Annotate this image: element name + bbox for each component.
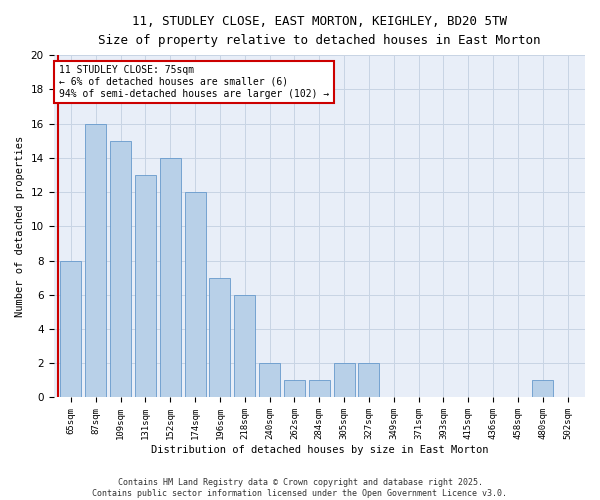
Bar [185, 192, 206, 398]
Text: Contains HM Land Registry data © Crown copyright and database right 2025.
Contai: Contains HM Land Registry data © Crown c… [92, 478, 508, 498]
Bar [334, 363, 355, 398]
Bar [259, 363, 280, 398]
Bar [85, 124, 106, 398]
Title: 11, STUDLEY CLOSE, EAST MORTON, KEIGHLEY, BD20 5TW
Size of property relative to : 11, STUDLEY CLOSE, EAST MORTON, KEIGHLEY… [98, 15, 541, 47]
Bar [358, 363, 379, 398]
Bar [61, 260, 82, 398]
Bar [160, 158, 181, 398]
Bar [532, 380, 553, 398]
Y-axis label: Number of detached properties: Number of detached properties [15, 136, 25, 317]
Bar [234, 295, 256, 398]
Bar [135, 175, 156, 398]
Bar [309, 380, 330, 398]
Text: 11 STUDLEY CLOSE: 75sqm
← 6% of detached houses are smaller (6)
94% of semi-deta: 11 STUDLEY CLOSE: 75sqm ← 6% of detached… [59, 66, 329, 98]
X-axis label: Distribution of detached houses by size in East Morton: Distribution of detached houses by size … [151, 445, 488, 455]
Bar [284, 380, 305, 398]
Bar [209, 278, 230, 398]
Bar [110, 140, 131, 398]
